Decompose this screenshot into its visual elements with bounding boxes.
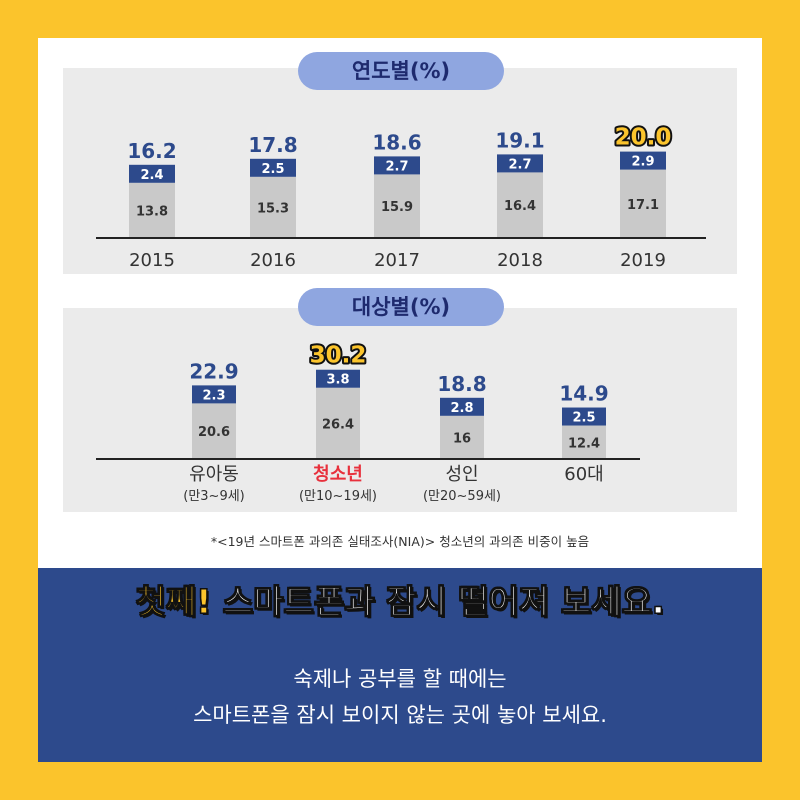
group-top-label-2: 2.8 xyxy=(450,401,473,416)
group-bar-top-0 xyxy=(192,385,236,404)
group-chart-panel xyxy=(63,308,737,512)
group-category-label-1: 청소년 xyxy=(313,464,363,485)
year-bottom-label-4: 17.1 xyxy=(627,198,659,213)
year-total-label-3: 19.1 xyxy=(495,128,544,152)
group-bar-bottom-1 xyxy=(316,387,360,459)
year-bar-top-3 xyxy=(497,154,543,173)
group-top-label-3: 2.5 xyxy=(572,411,595,426)
year-top-label-0: 2.4 xyxy=(140,168,163,183)
year-bar-bottom-0 xyxy=(129,182,175,238)
year-bar-bottom-1 xyxy=(250,176,296,238)
group-category-label-3: 60대 xyxy=(564,464,603,485)
group-bottom-label-3: 12.4 xyxy=(568,436,600,451)
year-top-label-2: 2.7 xyxy=(385,159,408,174)
year-bottom-label-3: 16.4 xyxy=(504,199,536,214)
headline: 첫째! 스마트폰과 잠시 떨어져 보세요. xyxy=(0,575,800,623)
body-line-1: 숙제나 공부를 할 때에는 xyxy=(293,667,507,691)
body-line-2: 스마트폰을 잠시 보이지 않는 곳에 놓아 보세요. xyxy=(193,703,607,727)
year-bottom-label-0: 13.8 xyxy=(136,204,168,219)
year-bar-bottom-4 xyxy=(620,169,666,238)
year-total-label-2: 18.6 xyxy=(372,130,421,154)
year-bar-top-2 xyxy=(374,156,420,175)
group-bar-bottom-3 xyxy=(562,425,606,459)
charts-svg: 13.8 2.4 16.2 2015 15.3 2.5 17.8 2016 15.9 2.7 18.… xyxy=(96,123,706,504)
group-top-label-1: 3.8 xyxy=(326,373,349,388)
group-bar-top-2 xyxy=(440,397,484,416)
year-total-label-1: 17.8 xyxy=(248,133,297,157)
group-chart-title: 대상별(%) xyxy=(298,288,504,326)
group-bar-top-1 xyxy=(316,369,360,388)
year-category-label-3: 2018 xyxy=(497,250,543,271)
year-category-label-0: 2015 xyxy=(129,250,175,271)
headline-rest: 스마트폰과 잠시 떨어져 보세요. xyxy=(211,582,665,622)
year-category-label-4: 2019 xyxy=(620,250,666,271)
year-chart-title: 연도별(%) xyxy=(298,52,504,90)
group-total-label-3: 14.9 xyxy=(559,382,608,406)
year-top-label-3: 2.7 xyxy=(508,157,531,172)
group-category-sublabel-0: (만3~9세) xyxy=(183,489,245,504)
group-category-label-0: 유아동 xyxy=(189,464,239,485)
year-total-label-4: 20.0 xyxy=(615,125,672,151)
year-bar-top-4 xyxy=(620,151,666,170)
group-total-label-2: 18.8 xyxy=(437,372,486,396)
year-bar-top-1 xyxy=(250,158,296,177)
headline-accent: 첫째! xyxy=(135,582,212,622)
group-category-sublabel-2: (만20~59세) xyxy=(423,489,501,504)
year-category-label-1: 2016 xyxy=(250,250,296,271)
message-box xyxy=(38,568,762,762)
group-bottom-label-2: 16 xyxy=(453,431,471,446)
group-bar-bottom-0 xyxy=(192,403,236,459)
year-bar-top-0 xyxy=(129,164,175,183)
year-category-label-2: 2017 xyxy=(374,250,420,271)
group-top-label-0: 2.3 xyxy=(202,388,225,403)
year-total-label-0: 16.2 xyxy=(127,139,176,163)
group-category-sublabel-1: (만10~19세) xyxy=(299,489,377,504)
group-bottom-label-1: 26.4 xyxy=(322,417,354,432)
group-total-label-1: 30.2 xyxy=(310,343,367,369)
group-bar-top-3 xyxy=(562,407,606,426)
group-total-label-0: 22.9 xyxy=(189,359,238,383)
source-note: *<19년 스마트폰 과의존 실태조사(NIA)> 청소년의 과의존 비중이 높… xyxy=(210,534,590,549)
year-top-label-1: 2.5 xyxy=(261,162,284,177)
group-bar-bottom-2 xyxy=(440,415,484,459)
year-top-label-4: 2.9 xyxy=(631,155,654,170)
year-bottom-label-2: 15.9 xyxy=(381,200,413,215)
year-bottom-label-1: 15.3 xyxy=(257,201,289,216)
group-bottom-label-0: 20.6 xyxy=(198,425,230,440)
year-bar-bottom-3 xyxy=(497,172,543,238)
group-category-label-2: 성인 xyxy=(445,464,478,485)
year-bar-bottom-2 xyxy=(374,174,420,238)
